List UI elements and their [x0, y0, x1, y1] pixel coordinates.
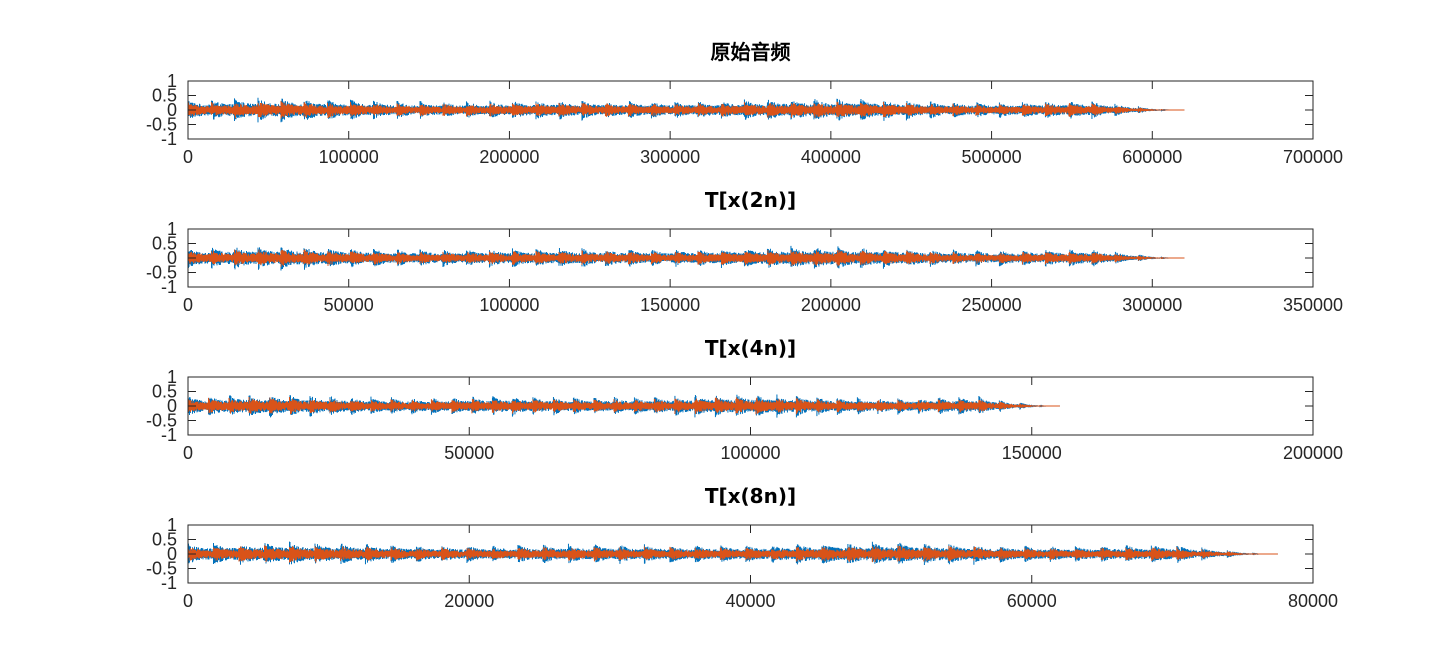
y-tick-label: 0.5 — [152, 234, 177, 254]
y-tick-label: 0.5 — [152, 86, 177, 106]
y-tick-label: 1 — [167, 71, 177, 91]
subplot-4: T[x(8n)]0 20000 40000 60000 80000-1-0.500.51 — [146, 484, 1338, 611]
subplot-3: T[x(4n)]0 50000 100000 150000 200000-1-0.500… — [146, 336, 1343, 463]
y-tick-label: 0.5 — [152, 530, 177, 550]
x-tick-label: 150000 — [640, 295, 700, 315]
x-tick-label: 250000 — [962, 295, 1022, 315]
subplot-title: T[x(8n)] — [705, 484, 796, 508]
x-tick-label: 200000 — [801, 295, 861, 315]
y-tick-label: -1 — [161, 129, 177, 149]
x-tick-label: 150000 — [1002, 443, 1062, 463]
y-tick-label: -0.5 — [146, 559, 177, 579]
subplot-title: T[x(2n)] — [705, 188, 796, 212]
subplot-2: T[x(2n)] 0 50000 100000 150000 200000 250000 30… — [146, 188, 1343, 315]
x-tick-label: 60000 — [1007, 591, 1057, 611]
y-tick-label: 0 — [167, 544, 177, 564]
y-tick-label: 0.5 — [152, 382, 177, 402]
x-tick-label: 400000 — [801, 147, 861, 167]
y-tick-label: -1 — [161, 425, 177, 445]
x-tick-label: 0 — [183, 443, 193, 463]
x-tick-label: 100000 — [479, 295, 539, 315]
y-tick-label: 0 — [167, 100, 177, 120]
x-tick-label: 200000 — [1283, 443, 1343, 463]
x-tick-label: 0 — [183, 295, 193, 315]
y-tick-label: -0.5 — [146, 263, 177, 283]
y-tick-label: -1 — [161, 573, 177, 593]
y-tick-label: -0.5 — [146, 411, 177, 431]
x-tick-label: 40000 — [725, 591, 775, 611]
subplot-1: 原始音频 0 100000 200000 300000 400000 500000 60000… — [146, 40, 1343, 167]
x-tick-label: 100000 — [720, 443, 780, 463]
y-tick-label: -1 — [161, 277, 177, 297]
x-tick-label: 50000 — [444, 443, 494, 463]
x-tick-label: 600000 — [1122, 147, 1182, 167]
x-tick-label: 200000 — [479, 147, 539, 167]
x-tick-label: 300000 — [1122, 295, 1182, 315]
y-tick-label: 1 — [167, 515, 177, 535]
x-tick-label: 500000 — [962, 147, 1022, 167]
x-tick-label: 20000 — [444, 591, 494, 611]
x-tick-label: 50000 — [324, 295, 374, 315]
x-tick-label: 300000 — [640, 147, 700, 167]
y-tick-label: 0 — [167, 248, 177, 268]
y-tick-label: -0.5 — [146, 115, 177, 135]
x-tick-label: 0 — [183, 147, 193, 167]
y-tick-label: 1 — [167, 367, 177, 387]
subplot-title: 原始音频 — [711, 40, 791, 64]
x-tick-label: 100000 — [319, 147, 379, 167]
x-tick-label: 0 — [183, 591, 193, 611]
y-tick-label: 1 — [167, 219, 177, 239]
subplot-title: T[x(4n)] — [705, 336, 796, 360]
y-tick-label: 0 — [167, 396, 177, 416]
x-tick-label: 80000 — [1288, 591, 1338, 611]
x-tick-label: 700000 — [1283, 147, 1343, 167]
x-tick-label: 350000 — [1283, 295, 1343, 315]
